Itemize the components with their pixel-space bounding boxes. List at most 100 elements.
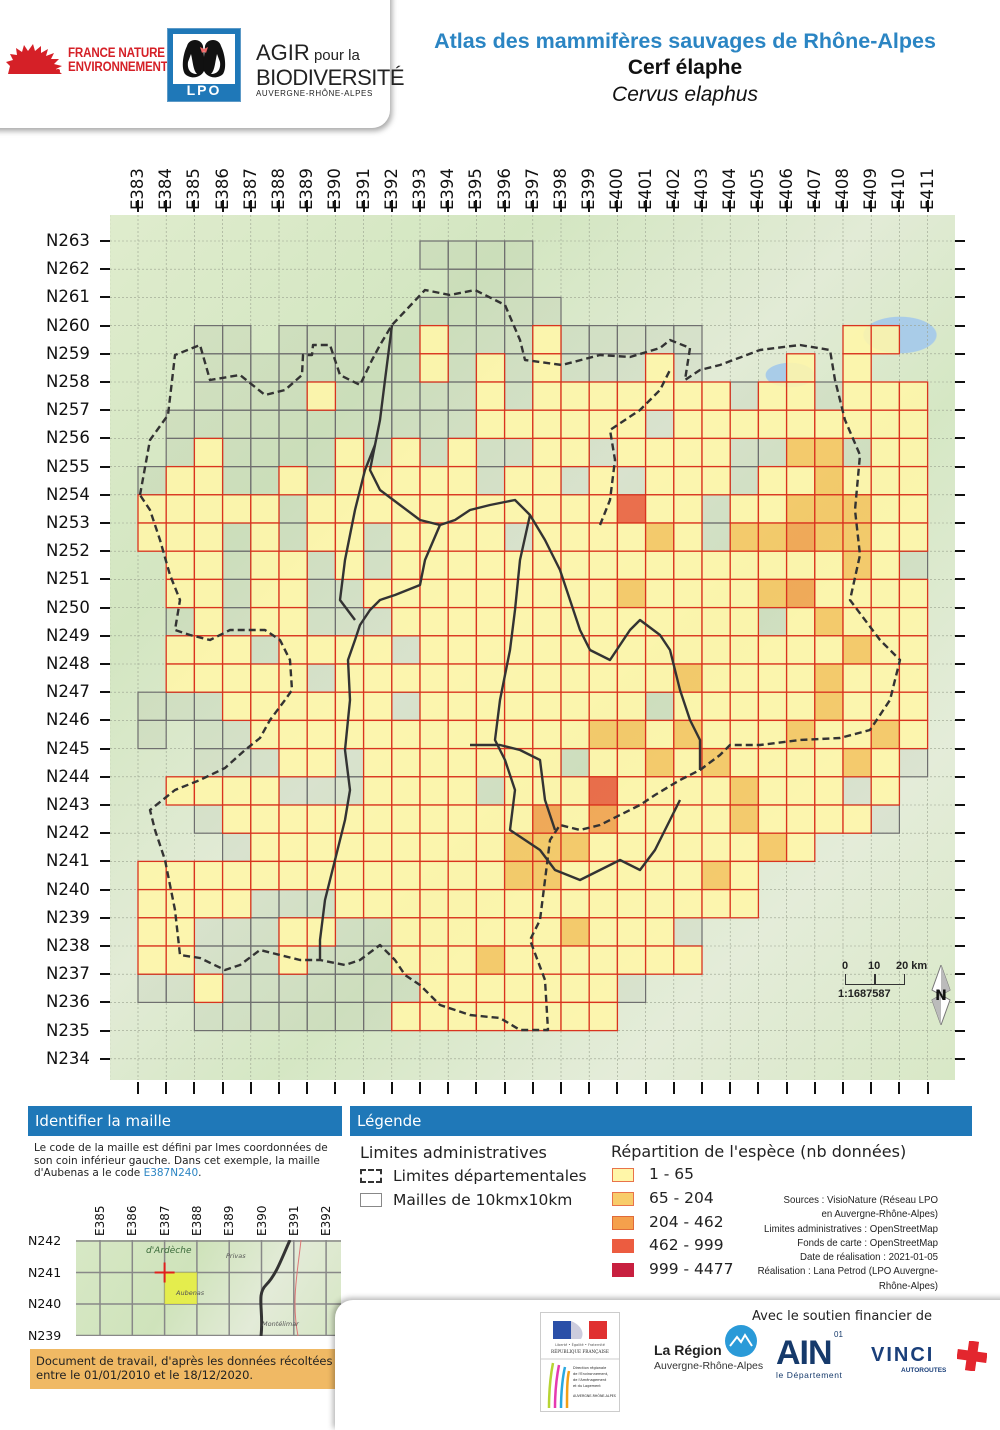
grid-cell-E408N257[interactable]	[842, 381, 872, 411]
grid-cell-E388N241[interactable]	[278, 832, 308, 863]
grid-cell-E400N246[interactable]	[616, 691, 647, 722]
grid-cell-E409N259[interactable]	[870, 324, 901, 355]
grid-cell-E390N236[interactable]	[334, 973, 365, 1004]
grid-cell-E398N240[interactable]	[560, 860, 590, 891]
grid-cell-E388N253[interactable]	[278, 494, 308, 524]
grid-cell-E409N249[interactable]	[870, 606, 901, 637]
grid-cell-E396N242[interactable]	[503, 804, 534, 834]
grid-cell-E395N238[interactable]	[475, 917, 506, 947]
grid-cell-E383N240[interactable]	[137, 860, 167, 891]
grid-cell-E404N242[interactable]	[729, 804, 760, 834]
grid-cell-E405N255[interactable]	[757, 437, 788, 468]
grid-cell-E404N239[interactable]	[729, 888, 760, 919]
grid-cell-E391N254[interactable]	[362, 465, 393, 496]
grid-cell-E398N254[interactable]	[560, 466, 590, 496]
grid-cell-E401N239[interactable]	[644, 888, 675, 919]
grid-cell-E400N258[interactable]	[616, 353, 647, 383]
grid-cell-E406N242[interactable]	[785, 804, 816, 834]
grid-cell-E403N250[interactable]	[701, 578, 731, 609]
grid-cell-E399N256[interactable]	[588, 409, 619, 440]
grid-cell-E404N245[interactable]	[729, 719, 760, 750]
grid-cell-E392N251[interactable]	[391, 550, 421, 581]
grid-cell-E393N247[interactable]	[419, 663, 449, 693]
grid-cell-E402N237[interactable]	[673, 945, 703, 975]
grid-cell-E396N243[interactable]	[503, 776, 534, 806]
distribution-map[interactable]	[110, 215, 955, 1080]
grid-cell-E400N253[interactable]	[616, 494, 647, 524]
grid-cell-E384N255[interactable]	[165, 437, 196, 468]
grid-cell-E391N247[interactable]	[362, 663, 393, 693]
grid-cell-E406N247[interactable]	[785, 663, 816, 693]
grid-cell-E396N236[interactable]	[503, 973, 534, 1004]
grid-cell-E384N247[interactable]	[165, 663, 196, 693]
grid-cell-E408N244[interactable]	[842, 747, 872, 778]
grid-cell-E401N257[interactable]	[644, 381, 675, 411]
grid-cell-E399N236[interactable]	[588, 973, 619, 1004]
grid-cell-E394N257[interactable]	[447, 381, 478, 411]
grid-cell-E405N254[interactable]	[757, 465, 788, 496]
grid-cell-E397N246[interactable]	[532, 691, 562, 722]
grid-cell-E401N247[interactable]	[644, 663, 675, 693]
grid-cell-E384N239[interactable]	[165, 888, 196, 919]
grid-cell-E398N253[interactable]	[560, 494, 590, 524]
grid-cell-E385N237[interactable]	[193, 945, 224, 975]
grid-cell-E389N251[interactable]	[306, 550, 336, 581]
grid-cell-E410N247[interactable]	[898, 663, 929, 693]
grid-cell-E407N256[interactable]	[814, 409, 844, 440]
grid-cell-E407N253[interactable]	[814, 494, 844, 524]
grid-cell-E400N241[interactable]	[616, 832, 647, 863]
grid-cell-E387N245[interactable]	[250, 719, 280, 750]
grid-cell-E394N251[interactable]	[447, 550, 478, 581]
grid-cell-E395N259[interactable]	[475, 324, 506, 355]
grid-cell-E403N244[interactable]	[701, 747, 731, 778]
grid-cell-E395N239[interactable]	[475, 888, 506, 919]
grid-cell-E383N246[interactable]	[137, 691, 167, 722]
grid-cell-E387N251[interactable]	[250, 550, 280, 581]
grid-cell-E404N251[interactable]	[729, 550, 760, 581]
grid-cell-E387N243[interactable]	[250, 776, 280, 806]
grid-cell-E393N256[interactable]	[419, 409, 449, 439]
grid-cell-E401N259[interactable]	[644, 324, 675, 355]
grid-cell-E384N243[interactable]	[165, 776, 196, 806]
grid-cell-E400N237[interactable]	[616, 945, 647, 975]
grid-cell-E400N248[interactable]	[616, 635, 647, 665]
grid-cell-E387N235[interactable]	[250, 1001, 280, 1032]
grid-cell-E407N255[interactable]	[814, 437, 844, 468]
grid-cell-E398N251[interactable]	[560, 550, 590, 581]
grid-cell-E390N248[interactable]	[334, 635, 365, 665]
grid-cell-E399N259[interactable]	[588, 324, 619, 355]
grid-cell-E400N252[interactable]	[616, 522, 647, 552]
grid-cell-E402N251[interactable]	[673, 550, 703, 581]
grid-cell-E400N244[interactable]	[616, 747, 647, 778]
grid-cell-E405N247[interactable]	[757, 663, 788, 693]
grid-cell-E385N254[interactable]	[193, 465, 224, 496]
grid-cell-E392N255[interactable]	[391, 437, 421, 468]
grid-cell-E393N259[interactable]	[419, 324, 449, 355]
grid-cell-E390N258[interactable]	[334, 353, 365, 383]
grid-cell-E400N250[interactable]	[616, 578, 647, 609]
grid-cell-E391N237[interactable]	[363, 945, 393, 975]
grid-cell-E397N250[interactable]	[532, 578, 562, 609]
grid-cell-E394N249[interactable]	[447, 606, 478, 637]
grid-cell-E391N245[interactable]	[362, 719, 393, 750]
grid-cell-E385N258[interactable]	[193, 353, 224, 383]
grid-cell-E388N252[interactable]	[278, 522, 308, 552]
grid-cell-E389N256[interactable]	[306, 409, 336, 439]
grid-cell-E396N246[interactable]	[503, 691, 534, 722]
grid-cell-E390N257[interactable]	[334, 381, 365, 411]
grid-cell-E390N252[interactable]	[334, 522, 365, 552]
grid-cell-E386N243[interactable]	[221, 776, 252, 806]
grid-cell-E410N244[interactable]	[898, 747, 929, 778]
grid-cell-E401N252[interactable]	[644, 522, 675, 552]
grid-cell-E399N258[interactable]	[588, 353, 619, 383]
grid-cell-E395N257[interactable]	[475, 381, 506, 411]
grid-cell-E406N253[interactable]	[785, 494, 816, 524]
grid-cell-E387N246[interactable]	[250, 691, 280, 722]
grid-cell-E398N257[interactable]	[560, 381, 590, 411]
grid-cell-E404N247[interactable]	[729, 663, 760, 693]
grid-cell-E407N250[interactable]	[814, 578, 844, 609]
grid-cell-E384N236[interactable]	[165, 973, 196, 1004]
grid-cell-E384N248[interactable]	[165, 635, 196, 665]
grid-cell-E396N254[interactable]	[503, 465, 534, 496]
grid-cell-E404N240[interactable]	[729, 860, 760, 891]
